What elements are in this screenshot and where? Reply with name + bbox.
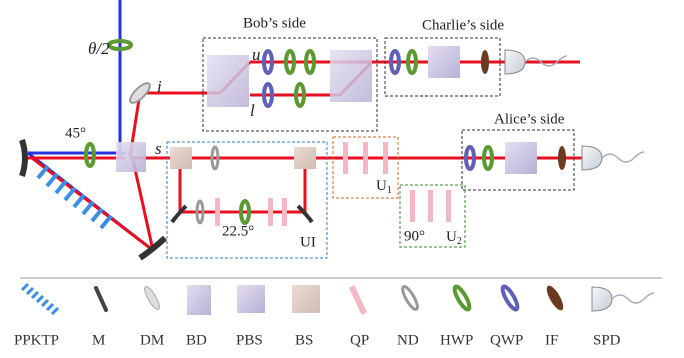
sagnac-part-part (101, 216, 111, 228)
u1-label-part: U (376, 178, 387, 194)
l-label: l (250, 101, 255, 120)
angle90-label: 90° (404, 228, 425, 244)
legend-icons-part (500, 285, 520, 312)
sagnac (22, 41, 165, 258)
ui-box-part (294, 147, 316, 169)
u2-label-part: 2 (457, 236, 462, 247)
legend-icons-part-part (32, 292, 38, 298)
legend-icons-part (544, 283, 567, 312)
u2-box-part (446, 190, 451, 222)
legend-label: M (92, 332, 105, 348)
u2-box-part (410, 190, 415, 222)
sagnac-part-part (74, 195, 84, 207)
beams-part (133, 160, 152, 246)
bob-box-part (330, 50, 372, 102)
legend-label: IF (545, 332, 558, 348)
legend-label: HWP (440, 332, 473, 348)
legend-label: SPD (593, 332, 621, 348)
u2-label: U2 (446, 229, 462, 247)
sagnac-part-part (47, 174, 57, 186)
legend-icons-part (22, 284, 58, 314)
ui-box-part (282, 198, 287, 226)
sagnac-part (86, 144, 94, 166)
legend-label: QWP (490, 332, 523, 348)
u1-box-part (383, 142, 388, 174)
sagnac-part-part (65, 188, 75, 200)
legend-icons-part-part (22, 284, 28, 290)
u1-box-part (343, 142, 348, 174)
legend-icons-part-part (42, 300, 48, 306)
legend-icons-part (142, 285, 162, 312)
s-label: s (155, 139, 162, 158)
legend-icons-part (349, 285, 367, 315)
u1-label-part: 1 (387, 185, 392, 196)
legend-icons-part-part (37, 296, 43, 302)
sagnac-part (22, 140, 25, 176)
ui-box-part (170, 147, 192, 169)
alice-box (462, 130, 644, 190)
alice-box-part (558, 146, 566, 170)
legend-icons-part-part (47, 304, 53, 310)
sagnac-part (116, 142, 146, 172)
alice-title: Alice’s side (494, 111, 565, 127)
bob-box-part (207, 55, 249, 107)
legend-icons-part (292, 285, 320, 313)
i-label: i (157, 77, 162, 96)
charlie-box (385, 38, 567, 96)
bob-title: Bob’s side (243, 15, 306, 31)
charlie-title: Charlie’s side (422, 17, 504, 33)
legend-icons-part (96, 288, 106, 310)
ui-box-part (268, 198, 273, 226)
legend-icons-part (187, 285, 211, 315)
legend-label: BD (186, 332, 207, 348)
alice-box-part (505, 142, 537, 174)
legend-label: DM (140, 332, 164, 348)
sagnac-part-part (56, 181, 66, 193)
u2-box-part (428, 190, 433, 222)
u2-label-part: U (446, 229, 457, 245)
angle22-label: 22.5° (222, 223, 254, 239)
legend-icons-part (400, 285, 420, 312)
legend-icons-part-part (52, 308, 58, 314)
sagnac-part (140, 238, 165, 258)
legend-label: QP (350, 332, 369, 348)
sagnac-part (38, 166, 111, 228)
charlie-box-part (481, 50, 489, 74)
ui-label: UI (300, 234, 316, 250)
sagnac-part-part (92, 209, 102, 221)
legend-icons (22, 283, 654, 315)
legend-icons-part (452, 285, 472, 312)
sagnac-part-part (83, 202, 93, 214)
ui-box-part (215, 198, 220, 226)
bob-box (203, 38, 377, 131)
u-label: u (252, 45, 261, 64)
theta-label: θ/2 (88, 39, 110, 58)
legend-label: PPKTP (14, 332, 59, 348)
legend-icons-part (592, 287, 612, 311)
charlie-box-part (428, 46, 460, 78)
alice-box-part (582, 146, 602, 170)
u1-label: U1 (376, 178, 392, 196)
u1-box-part (363, 142, 368, 174)
legend-icons-part (612, 293, 654, 303)
angle45-label: 45° (65, 125, 86, 141)
legend-label: PBS (236, 332, 263, 348)
legend-labels: PPKTP M DM BD PBS BS QP ND HWP QWP IF SP… (14, 332, 621, 348)
optical-setup: θ/2 i 45° s u l 22.5° UI 90° Bob’s side … (0, 0, 684, 358)
legend-icons-part (237, 285, 265, 313)
alice-box-part (602, 152, 644, 162)
charlie-box-part (505, 50, 525, 74)
legend-icons-part-part (27, 288, 33, 294)
legend-label: BS (295, 332, 313, 348)
legend-label: ND (397, 332, 419, 348)
